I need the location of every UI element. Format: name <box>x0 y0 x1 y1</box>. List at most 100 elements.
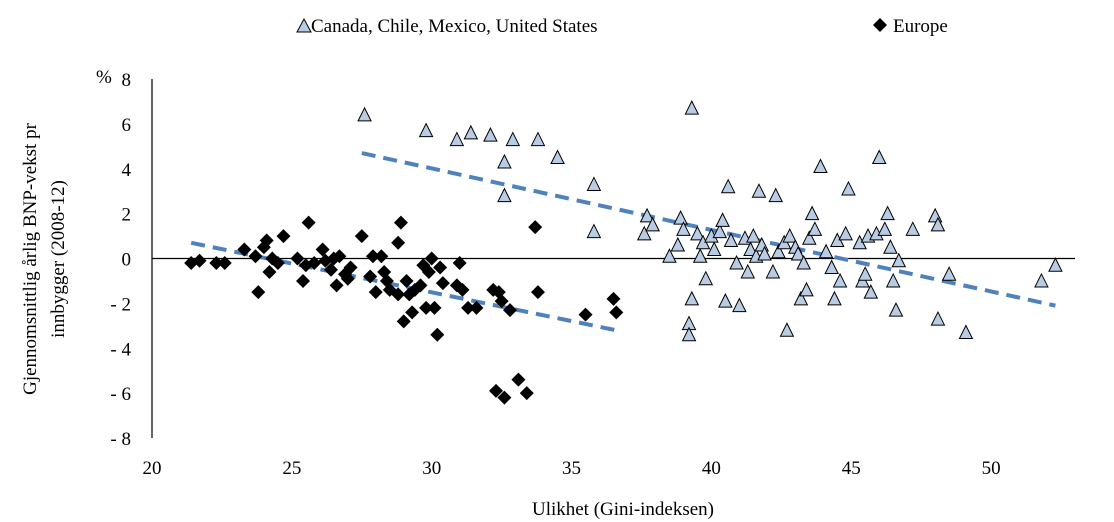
y-tick-label: 8 <box>122 70 132 91</box>
point-europe <box>259 233 274 248</box>
point-europe <box>461 300 476 315</box>
point-europe <box>276 229 291 244</box>
point-americas <box>715 212 730 227</box>
point-europe <box>455 282 470 297</box>
point-americas <box>863 284 879 299</box>
point-americas <box>930 216 946 232</box>
point-americas <box>832 272 848 288</box>
point-europe <box>343 260 358 275</box>
point-americas <box>857 266 873 281</box>
x-tick-label: 50 <box>982 458 1001 479</box>
y-tick-label: - 4 <box>110 339 131 360</box>
point-europe <box>421 264 436 279</box>
point-americas <box>662 248 677 263</box>
point-europe <box>528 220 543 235</box>
point-americas <box>779 322 795 337</box>
point-europe <box>399 273 414 288</box>
point-americas <box>732 297 747 313</box>
point-europe <box>290 251 305 266</box>
point-europe <box>433 260 448 275</box>
point-europe <box>469 300 484 315</box>
y-tick-label: 4 <box>122 160 132 181</box>
point-americas <box>586 223 602 239</box>
point-americas <box>639 207 655 223</box>
y-axis-unit: % <box>96 67 112 88</box>
point-americas <box>771 243 786 259</box>
point-americas <box>799 281 814 297</box>
x-tick-label: 20 <box>143 458 162 479</box>
point-americas <box>796 254 812 270</box>
point-europe <box>374 249 389 264</box>
point-europe <box>609 305 624 320</box>
point-americas <box>768 187 784 203</box>
point-europe <box>530 285 545 300</box>
x-tick-labels: 20 25 30 35 40 45 50 <box>143 458 1001 479</box>
point-americas <box>1034 272 1049 288</box>
point-americas <box>877 221 893 236</box>
point-americas <box>357 106 372 122</box>
point-americas <box>793 290 809 306</box>
point-americas <box>720 178 736 194</box>
point-americas <box>497 153 512 169</box>
y-tick-label: - 8 <box>110 429 131 450</box>
point-europe <box>301 215 316 230</box>
point-europe <box>365 249 380 264</box>
point-americas <box>505 131 521 147</box>
point-americas <box>463 124 479 140</box>
point-europe <box>248 249 263 264</box>
point-americas <box>718 293 733 308</box>
point-europe <box>329 278 344 293</box>
point-americas <box>684 100 700 115</box>
x-tick-label: 30 <box>422 458 441 479</box>
point-europe <box>427 300 442 315</box>
point-europe <box>424 251 439 266</box>
point-americas <box>729 254 744 270</box>
point-europe <box>391 287 406 302</box>
point-americas <box>804 205 820 221</box>
y-axis-label-line-2: innbygger (2008-12) <box>48 180 69 338</box>
point-europe <box>307 255 322 270</box>
point-europe <box>217 255 232 270</box>
point-americas <box>740 263 756 279</box>
point-americas <box>888 301 904 317</box>
point-europe <box>192 253 207 268</box>
point-americas <box>723 232 739 248</box>
point-americas <box>645 216 660 232</box>
point-europe <box>270 255 285 270</box>
point-americas <box>871 149 887 165</box>
point-americas <box>636 225 652 241</box>
point-americas <box>497 187 512 203</box>
point-europe <box>340 271 355 286</box>
point-americas <box>418 122 434 138</box>
legend-label-europe: Europe <box>893 16 948 37</box>
point-europe <box>393 215 408 230</box>
point-europe <box>296 273 311 288</box>
x-axis-label: Ulikhet (Gini-indeksen) <box>532 499 714 520</box>
point-europe <box>262 264 277 279</box>
point-europe <box>452 255 467 270</box>
point-americas <box>483 126 498 142</box>
point-americas <box>681 326 697 342</box>
point-americas <box>807 221 823 236</box>
point-europe <box>519 386 534 401</box>
point-europe <box>251 285 266 300</box>
point-americas <box>743 241 758 257</box>
x-tick-label: 45 <box>842 458 861 479</box>
point-europe <box>315 242 330 257</box>
point-americas <box>676 221 691 236</box>
point-europe <box>209 255 224 270</box>
legend: Canada, Chile, Mexico, United States Eur… <box>296 16 948 37</box>
point-europe <box>237 242 252 257</box>
point-americas <box>891 252 907 268</box>
point-europe <box>324 262 339 277</box>
x-tick-label: 25 <box>282 458 301 479</box>
point-americas <box>1048 257 1063 272</box>
legend-marker-americas <box>296 17 312 33</box>
point-americas <box>530 131 546 147</box>
point-americas <box>927 207 943 223</box>
point-europe <box>332 249 347 264</box>
point-europe <box>391 235 406 250</box>
trendlines <box>190 151 1056 333</box>
point-americas <box>958 324 974 340</box>
